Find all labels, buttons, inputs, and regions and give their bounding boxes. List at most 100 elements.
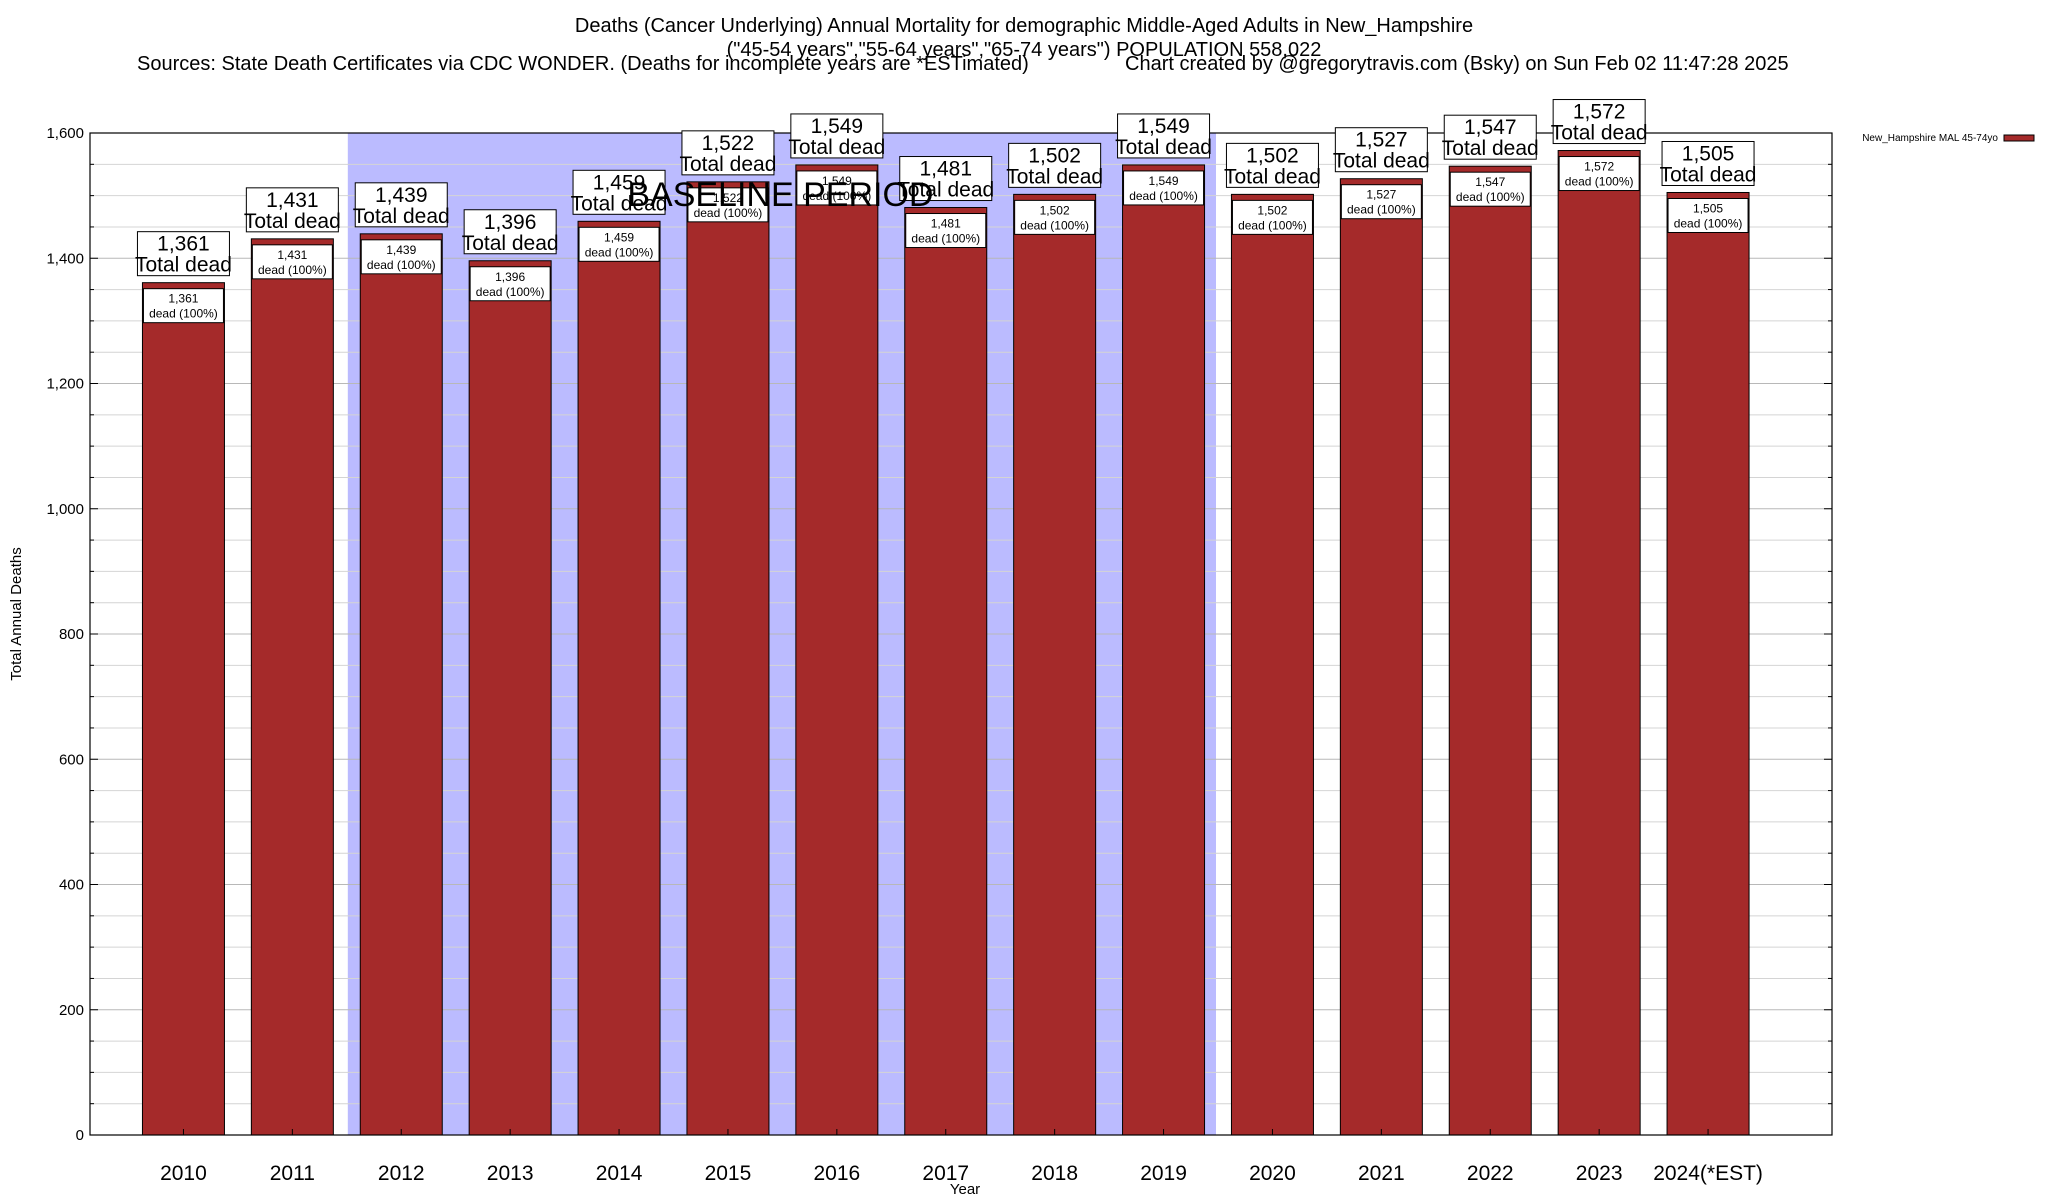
total-dead-label: Total dead [788, 136, 885, 159]
sources-text: Sources: State Death Certificates via CD… [137, 53, 1029, 75]
bar [1230, 193, 1314, 1136]
x-tick-label: 2014 [596, 1162, 643, 1185]
total-dead-label: Total dead [353, 205, 450, 228]
total-value-label: 1,431 [266, 189, 319, 212]
x-tick-label: 2018 [1031, 1162, 1078, 1185]
inner-label-box [1558, 156, 1640, 192]
inner-percent-label: dead (100%) [911, 232, 980, 246]
x-tick-label: 2016 [813, 1162, 860, 1185]
inner-label-box [1449, 171, 1531, 207]
inner-value-label: 1,505 [1693, 201, 1723, 215]
total-value-label: 1,547 [1464, 116, 1517, 139]
bar [577, 220, 661, 1136]
inner-percent-label: dead (100%) [1129, 189, 1198, 203]
bar [141, 282, 225, 1136]
x-axis-title: Year [950, 1181, 980, 1198]
total-value-label: 1,502 [1028, 144, 1081, 167]
total-label-box [354, 182, 448, 228]
chart-title: Deaths (Cancer Underlying) Annual Mortal… [0, 14, 2048, 62]
inner-value-label: 1,549 [822, 174, 852, 188]
total-label-box [681, 130, 775, 176]
y-tick-label: 200 [59, 1002, 84, 1019]
total-label-box [1225, 142, 1319, 188]
bar [686, 181, 770, 1136]
y-tick-label: 1,200 [46, 376, 84, 393]
x-tick-label: 2015 [705, 1162, 752, 1185]
bar [1666, 191, 1750, 1136]
total-value-label: 1,396 [484, 211, 537, 234]
bar [1557, 150, 1641, 1136]
inner-percent-label: dead (100%) [476, 285, 545, 299]
bar [1448, 165, 1532, 1136]
x-tick-label: 2020 [1249, 1162, 1296, 1185]
inner-label-box [687, 187, 769, 223]
inner-percent-label: dead (100%) [1020, 218, 1089, 232]
total-label-box [899, 156, 993, 202]
inner-value-label: 1,396 [495, 270, 525, 284]
inner-label-box [142, 288, 224, 324]
inner-value-label: 1,527 [1366, 188, 1396, 202]
bar [795, 164, 879, 1136]
total-label-box [1661, 140, 1755, 186]
total-dead-label: Total dead [679, 153, 776, 176]
bar [904, 207, 988, 1136]
total-dead-label: Total dead [1660, 163, 1757, 186]
x-tick-label: 2013 [487, 1162, 534, 1185]
inner-percent-label: dead (100%) [1456, 190, 1525, 204]
total-value-label: 1,502 [1246, 144, 1299, 167]
total-dead-label: Total dead [1551, 122, 1648, 145]
y-tick-label: 1,600 [46, 125, 84, 142]
total-label-box [790, 113, 884, 159]
inner-percent-label: dead (100%) [1347, 203, 1416, 217]
inner-value-label: 1,431 [277, 248, 307, 262]
total-label-box [463, 209, 557, 255]
x-tick-label: 2019 [1140, 1162, 1187, 1185]
title-line-2: ("45-54 years","55-64 years","65-74 year… [726, 39, 1322, 61]
y-tick-label: 600 [59, 751, 84, 768]
bar [359, 233, 443, 1136]
total-dead-label: Total dead [135, 254, 232, 277]
legend-swatch [2003, 134, 2035, 142]
total-value-label: 1,527 [1355, 129, 1408, 152]
total-value-label: 1,481 [919, 158, 972, 181]
inner-value-label: 1,502 [1257, 203, 1287, 217]
inner-percent-label: dead (100%) [1565, 175, 1634, 189]
bar [1122, 164, 1206, 1136]
inner-label-box [1123, 170, 1205, 206]
inner-label-box [251, 244, 333, 280]
inner-value-label: 1,459 [604, 230, 634, 244]
total-dead-label: Total dead [897, 179, 994, 202]
inner-percent-label: dead (100%) [149, 307, 218, 321]
bar [1013, 193, 1097, 1136]
total-dead-label: Total dead [462, 232, 559, 255]
total-label-box [1117, 113, 1211, 159]
x-tick-label: 2022 [1467, 1162, 1514, 1185]
total-dead-label: Total dead [1115, 136, 1212, 159]
inner-value-label: 1,502 [1040, 203, 1070, 217]
x-tick-label: 2021 [1358, 1162, 1405, 1185]
inner-label-box [360, 239, 442, 275]
x-tick-label: 2017 [922, 1162, 969, 1185]
total-label-box [1008, 142, 1102, 188]
title-line-1: Deaths (Cancer Underlying) Annual Mortal… [574, 15, 1474, 37]
inner-percent-label: dead (100%) [1674, 216, 1743, 230]
total-label-box [1443, 114, 1537, 160]
inner-percent-label: dead (100%) [367, 258, 436, 272]
inner-label-box [905, 213, 987, 249]
inner-label-box [1340, 184, 1422, 220]
total-value-label: 1,549 [1137, 115, 1190, 138]
x-tick-label: 2011 [270, 1162, 315, 1185]
y-tick-label: 0 [76, 1127, 84, 1144]
inner-label-box [1231, 199, 1313, 235]
inner-percent-label: dead (100%) [694, 206, 763, 220]
total-dead-label: Total dead [1224, 165, 1321, 188]
inner-value-label: 1,547 [1475, 175, 1505, 189]
y-tick-label: 800 [59, 626, 84, 643]
inner-percent-label: dead (100%) [585, 245, 654, 259]
bar [250, 238, 334, 1136]
total-label-box [136, 231, 230, 277]
total-dead-label: Total dead [1442, 137, 1539, 160]
total-dead-label: Total dead [571, 192, 668, 215]
total-label-box [572, 169, 666, 215]
